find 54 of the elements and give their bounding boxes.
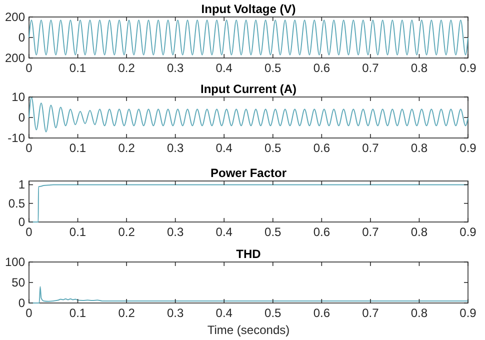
y-tick-label: 0 (18, 296, 26, 310)
x-tick-label: 0.2 (118, 141, 136, 155)
x-tick-label: 0.7 (362, 225, 380, 239)
x-tick-label: 0.7 (362, 61, 380, 75)
x-tick-label: 0.7 (362, 141, 380, 155)
x-tick-label: 0.6 (313, 141, 330, 155)
y-tick-label: 0 (18, 30, 26, 44)
chart-title: THD (236, 247, 262, 261)
x-tick-label: 0.6 (313, 306, 330, 320)
x-tick-label: 0.8 (410, 61, 428, 75)
x-tick-label: 0.9 (460, 61, 477, 75)
x-tick-label: 0.4 (216, 225, 233, 239)
x-tick-label: 0.5 (264, 141, 282, 155)
x-tick-label: 0.4 (216, 141, 233, 155)
chart-title: Power Factor (210, 166, 287, 180)
x-tick-label: 0.1 (69, 141, 86, 155)
line-series (28, 96, 468, 132)
x-tick-label: 0.5 (264, 306, 282, 320)
chart-title: Input Voltage (V) (201, 2, 296, 16)
y-tick-label: 0 (18, 215, 26, 229)
x-tick-label: 0.2 (118, 61, 136, 75)
x-tick-label: 0.5 (264, 225, 282, 239)
x-tick-label: 0.9 (460, 225, 477, 239)
y-tick-label: 0 (18, 110, 26, 124)
y-tick-label: 1 (18, 178, 26, 192)
x-tick-label: 0.2 (118, 306, 136, 320)
x-tick-label: 0.1 (69, 61, 86, 75)
x-tick-label: 0.3 (166, 306, 184, 320)
x-tick-label: 0.3 (166, 225, 184, 239)
x-tick-label: 0.4 (216, 61, 233, 75)
x-tick-label: 0.1 (69, 306, 86, 320)
x-tick-label: 0.5 (264, 61, 282, 75)
y-tick-label: 0.5 (8, 196, 26, 210)
x-tick-label: 0.2 (118, 225, 136, 239)
y-tick-label: 10 (12, 90, 26, 104)
x-tick-label: 0.3 (166, 61, 184, 75)
x-tick-label: 0.8 (410, 306, 428, 320)
x-tick-label: 0.9 (460, 306, 477, 320)
chart-title: Input Current (A) (200, 82, 296, 96)
x-tick-label: 0.1 (69, 225, 86, 239)
x-tick-label: 0.9 (460, 141, 477, 155)
x-tick-label: 0.4 (216, 306, 233, 320)
y-tick-label: 200 (4, 10, 26, 24)
y-tick-label: -10 (8, 131, 26, 145)
x-tick-label: 0.7 (362, 306, 380, 320)
x-axis-title: Time (seconds) (207, 323, 290, 337)
y-tick-label: 50 (12, 276, 26, 290)
x-tick-label: 0.8 (410, 225, 428, 239)
x-tick-label: 0.8 (410, 141, 428, 155)
x-tick-label: 0.6 (313, 61, 330, 75)
x-tick-label: 0.3 (166, 141, 184, 155)
x-tick-label: 0.6 (313, 225, 330, 239)
y-tick-label: 200 (4, 51, 26, 65)
y-tick-label: 100 (4, 255, 26, 269)
